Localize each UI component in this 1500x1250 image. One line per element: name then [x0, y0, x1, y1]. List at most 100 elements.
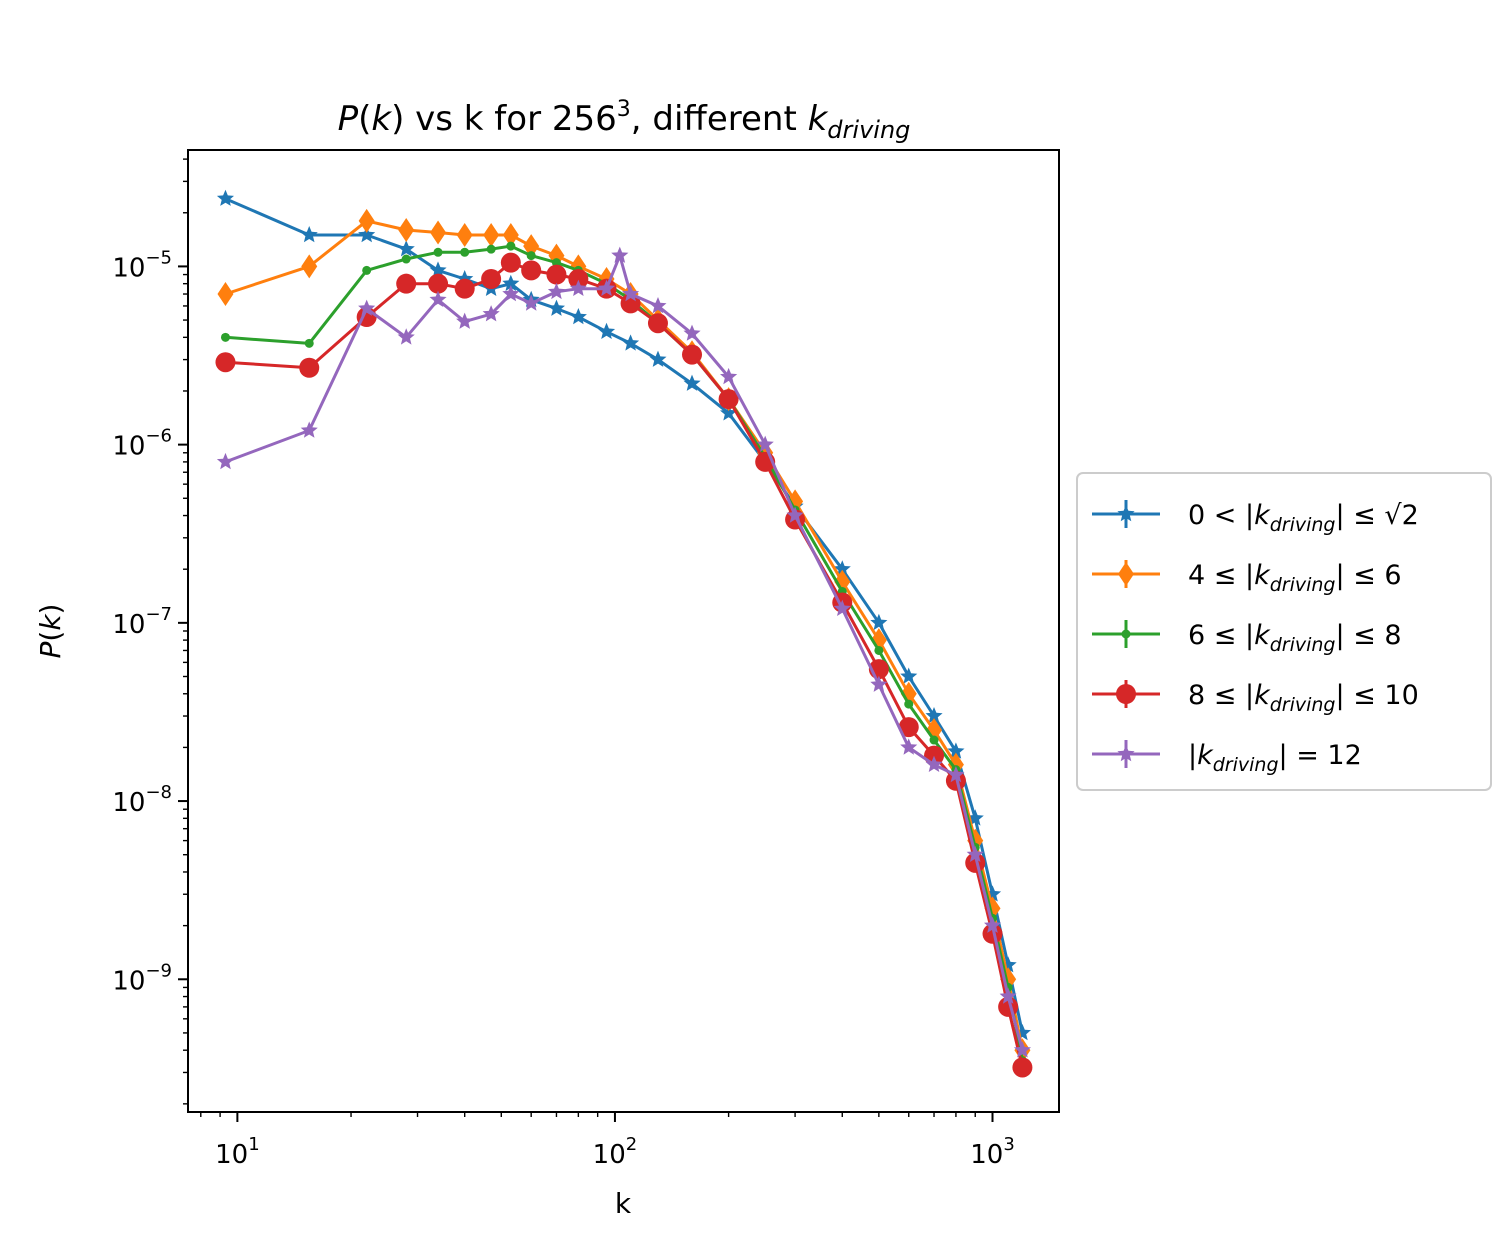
data-point	[396, 273, 417, 294]
data-point	[611, 246, 629, 263]
y-axis: 10−9 10−8 10−7 10−6 10−5	[112, 158, 188, 1105]
data-point	[649, 297, 667, 314]
data-point	[506, 241, 516, 251]
data-point	[999, 987, 1017, 1004]
data-point	[456, 223, 473, 248]
plot-area	[187, 149, 1060, 1113]
data-point	[526, 251, 536, 261]
data-point	[460, 247, 470, 257]
y-tick-label: 10−6	[112, 426, 172, 462]
data-point	[683, 374, 701, 391]
data-point	[547, 282, 565, 300]
data-point	[756, 435, 774, 452]
data-point	[925, 707, 943, 724]
data-point	[454, 278, 475, 299]
data-point	[984, 916, 1002, 933]
data-point	[456, 312, 474, 329]
chart-title: P(k) vs k for 2563, different kdriving	[338, 97, 911, 144]
data-point	[502, 223, 519, 248]
data-point	[486, 244, 496, 254]
data-point	[786, 506, 804, 523]
data-point	[720, 404, 738, 421]
data-point	[649, 350, 667, 367]
data-point	[718, 389, 739, 410]
data-point	[620, 293, 641, 314]
data-point	[900, 667, 918, 684]
y-tick-label: 10−8	[112, 782, 172, 818]
data-point	[521, 260, 542, 281]
data-point	[966, 845, 984, 862]
legend-marker	[1117, 745, 1135, 762]
y-tick-label: 10−9	[112, 960, 172, 996]
series-line	[224, 254, 1024, 1051]
data-point	[216, 452, 234, 470]
data-point	[358, 208, 375, 233]
data-point	[397, 328, 415, 345]
data-point	[947, 766, 965, 783]
data-point	[304, 338, 314, 348]
y-axis-label: P(k)	[34, 604, 67, 659]
data-point	[300, 421, 318, 438]
x-tick-label: 101	[215, 1134, 260, 1170]
data-point	[546, 264, 567, 285]
data-point	[598, 322, 616, 339]
data-point	[622, 285, 640, 302]
data-point	[522, 294, 540, 311]
data-point	[622, 334, 640, 351]
legend-frame	[1076, 472, 1492, 791]
data-point	[982, 923, 1003, 944]
data-point	[720, 367, 738, 385]
data-point	[358, 299, 376, 316]
data-point	[299, 357, 320, 378]
legend-label: 6 ≤ |kdriving| ≤ 8	[1188, 620, 1402, 656]
data-point	[220, 332, 230, 342]
legend-item: 6 ≤ |kdriving| ≤ 8	[1092, 620, 1402, 656]
legend: 0 < |kdriving| ≤ √2 4 ≤ |kdriving| ≤ 6 6 ≤…	[1076, 472, 1492, 791]
data-point	[900, 738, 918, 755]
data-point	[683, 324, 701, 341]
data-point	[523, 234, 540, 259]
legend-item: 8 ≤ |kdriving| ≤ 10	[1092, 680, 1419, 716]
data-point	[215, 352, 236, 373]
x-tick-label: 102	[593, 1134, 638, 1170]
data-point	[898, 717, 919, 738]
data-point	[925, 755, 943, 772]
data-point	[904, 699, 914, 709]
data-point	[398, 218, 415, 243]
data-point	[874, 645, 884, 655]
data-point	[500, 252, 521, 273]
data-point	[430, 220, 447, 245]
data-point	[362, 265, 372, 275]
legend-marker	[1116, 684, 1136, 704]
data-point	[1012, 1057, 1033, 1078]
data-point	[569, 279, 587, 296]
legend-label: 0 < |kdriving| ≤ √2	[1188, 500, 1419, 536]
data-point	[647, 313, 668, 334]
data-point	[833, 560, 851, 577]
y-tick-label: 10−5	[112, 247, 172, 283]
y-tick-label: 10−7	[112, 604, 172, 640]
data-point	[682, 344, 703, 365]
legend-marker	[1117, 505, 1135, 522]
data-point	[428, 273, 449, 294]
legend-item: 0 < |kdriving| ≤ √2	[1092, 500, 1419, 536]
legend-marker	[1118, 562, 1134, 586]
legend-item: |kdriving| = 12	[1092, 740, 1362, 776]
legend-marker	[1121, 629, 1131, 639]
legend-label: 8 ≤ |kdriving| ≤ 10	[1188, 680, 1419, 716]
data-point	[456, 270, 474, 287]
x-axis-label: k	[615, 1187, 632, 1220]
data-point	[300, 226, 318, 243]
data-point	[598, 279, 616, 296]
x-axis: 101 102 103	[200, 1112, 1015, 1170]
legend-label: 4 ≤ |kdriving| ≤ 6	[1188, 560, 1402, 596]
x-tick-label: 103	[970, 1134, 1015, 1170]
data-point	[547, 299, 565, 316]
series-layer	[215, 189, 1033, 1078]
data-point	[569, 308, 587, 325]
data-point	[433, 247, 443, 257]
data-point	[358, 226, 376, 243]
data-point	[502, 285, 520, 302]
data-point	[483, 223, 500, 248]
